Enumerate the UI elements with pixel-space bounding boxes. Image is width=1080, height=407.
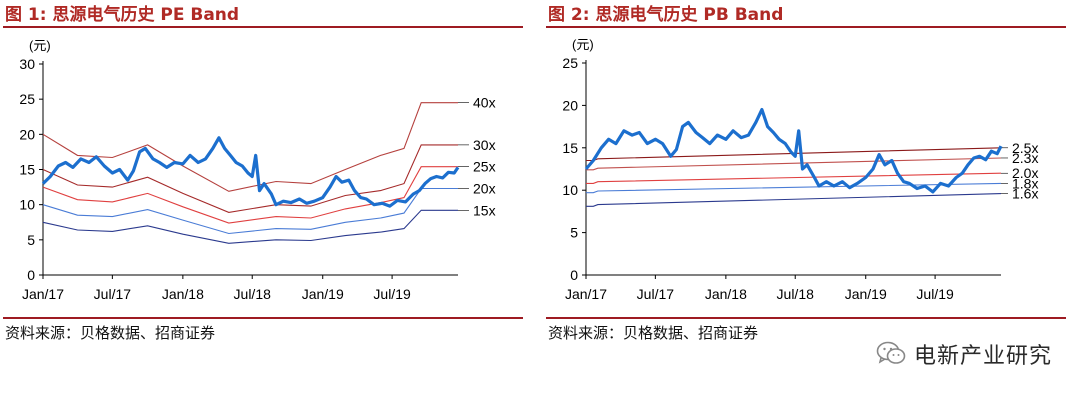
band-label: 2.5x — [1012, 140, 1038, 156]
x-tick-label: Jul/19 — [373, 286, 411, 302]
unit-label: (元) — [29, 38, 51, 53]
y-tick-label: 25 — [562, 55, 578, 71]
y-tick-label: 0 — [27, 267, 35, 283]
band-line-1.8x — [586, 182, 1002, 194]
pb-band-chart: (元) 0 5 10 15 20 25 Jan/17 Jul/17 Jan/18 Jul/18 Jan… — [562, 37, 1038, 302]
y-tick-label: 20 — [19, 126, 35, 142]
x-tick-label: Jan/18 — [705, 286, 747, 302]
footer-rule — [3, 317, 523, 319]
band-label: 1.8x — [1012, 175, 1038, 191]
x-tick-label: Jul/18 — [777, 286, 815, 302]
x-tick-label: Jan/19 — [302, 286, 344, 302]
unit-label: (元) — [572, 37, 594, 52]
price-line — [41, 136, 460, 208]
band-label: 2.0x — [1012, 165, 1038, 181]
band-line-2.0x — [586, 172, 1002, 184]
y-tick-label: 30 — [19, 56, 35, 72]
watermark-text: 电新产业研究 — [913, 344, 1052, 369]
band-line-20x — [42, 187, 458, 235]
band-label: 30x — [473, 137, 496, 153]
band-label: 25x — [473, 159, 496, 175]
wechat-icon — [876, 341, 906, 364]
band-line-25x — [42, 166, 458, 224]
figure-title: 图 2: 思源电气历史 PB Band — [548, 5, 784, 25]
y-tick-label: 5 — [570, 225, 578, 241]
band-label: 1.6x — [1012, 186, 1038, 202]
x-tick-label: Jul/19 — [916, 286, 954, 302]
y-tick-label: 25 — [19, 91, 35, 107]
pe-band-chart: (元) 0 5 10 15 20 25 30 Jan/17 Jul/17 Jan/18 Jul/18 J… — [19, 38, 496, 302]
y-tick-label: 5 — [27, 232, 35, 248]
figure-title: 图 1: 思源电气历史 PE Band — [5, 5, 240, 25]
band-line-15x — [42, 209, 458, 244]
source-note: 资料来源：贝格数据、招商证券 — [5, 324, 216, 342]
title-rule — [546, 26, 1066, 28]
figure-pe-band: 图 1: 思源电气历史 PE Band (元) 0 5 10 15 20 25 30 Jan/1… — [3, 0, 523, 342]
y-tick-label: 20 — [562, 97, 578, 113]
band-line-1.6x — [586, 193, 1002, 207]
price-line — [584, 107, 1003, 194]
watermark: 电新产业研究 — [876, 338, 1052, 370]
x-tick-label: Jan/18 — [162, 286, 204, 302]
footer-rule — [546, 317, 1066, 319]
band-label: 20x — [473, 180, 496, 196]
y-tick-label: 15 — [19, 162, 35, 178]
x-tick-label: Jan/19 — [845, 286, 887, 302]
band-label: 2.3x — [1012, 150, 1038, 166]
band-line-2.3x — [586, 157, 1002, 171]
band-label: 40x — [473, 95, 496, 111]
band-line-40x — [42, 102, 458, 192]
x-tick-label: Jul/17 — [94, 286, 132, 302]
figure-pb-band: 图 2: 思源电气历史 PB Band (元) 0 5 10 15 20 25 Jan/17 J… — [546, 0, 1066, 342]
source-note: 资料来源：贝格数据、招商证券 — [548, 324, 759, 342]
y-tick-label: 10 — [19, 197, 35, 213]
y-tick-label: 10 — [562, 182, 578, 198]
x-tick-label: Jul/17 — [637, 286, 675, 302]
y-tick-label: 15 — [562, 140, 578, 156]
x-tick-label: Jan/17 — [22, 286, 64, 302]
x-tick-label: Jul/18 — [234, 286, 272, 302]
title-rule — [3, 26, 523, 28]
x-tick-label: Jan/17 — [565, 286, 607, 302]
band-label: 15x — [473, 202, 496, 218]
y-tick-label: 0 — [570, 267, 578, 283]
